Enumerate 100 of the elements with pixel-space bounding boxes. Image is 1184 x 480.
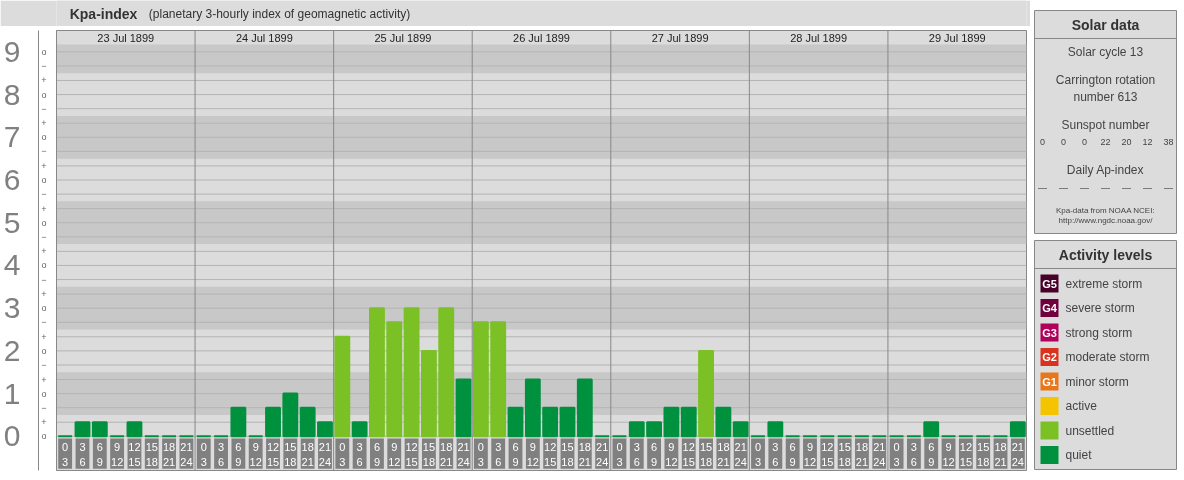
x-tick-label: 21 24 xyxy=(318,440,332,469)
text: Solar cycle 13 xyxy=(1067,44,1144,59)
legend-title: Activity levels xyxy=(1058,246,1153,263)
x-tick-label: 21 24 xyxy=(180,440,193,469)
x-tick-label: 21 24 xyxy=(734,440,747,469)
x-tick-label: 15 18 xyxy=(561,440,574,469)
text: o xyxy=(41,260,47,271)
x-tick-label: 3 6 xyxy=(79,440,86,469)
x-tick-label: 0 3 xyxy=(62,440,69,469)
legend-label: strong storm xyxy=(1065,325,1133,340)
x-tick-label: 15 18 xyxy=(422,440,436,469)
text: Carrington rotation number 613 xyxy=(1055,73,1156,104)
text: + xyxy=(41,75,47,86)
text: o xyxy=(41,431,47,442)
x-tick-label: 12 15 xyxy=(959,440,973,469)
x-tick-label: 21 24 xyxy=(1011,440,1024,469)
annotation: 23 Jul 1899 xyxy=(97,31,155,44)
legend-label: quiet xyxy=(1065,448,1093,462)
x-tick-label: 21 24 xyxy=(596,440,609,469)
x-tick-label: 15 18 xyxy=(284,440,297,469)
text: + xyxy=(41,289,47,300)
text: − xyxy=(41,317,47,328)
x-tick-label: 15 18 xyxy=(977,440,990,469)
y-tick-label: 6 xyxy=(3,163,21,197)
annotation: 28 Jul 1899 xyxy=(790,31,848,44)
text: + xyxy=(41,160,47,171)
x-tick-label: 9 12 xyxy=(388,440,401,469)
x-tick-label: 3 6 xyxy=(772,440,779,469)
annotation: 24 Jul 1899 xyxy=(235,31,293,44)
text: − xyxy=(41,402,47,413)
y-tick-label: 5 xyxy=(3,205,21,239)
text: Kpa-data from NOAA NCEI: http://www.ngdc.noaa.gov/ xyxy=(1055,205,1155,226)
x-tick-label: 18 21 xyxy=(578,440,591,469)
bar xyxy=(715,406,732,438)
text: Daily Ap-index xyxy=(1066,162,1144,177)
annotation: 27 Jul 1899 xyxy=(651,31,709,44)
text: G5 xyxy=(1042,277,1057,290)
x-tick-label: 18 21 xyxy=(717,440,730,469)
x-tick-label: 15 18 xyxy=(838,440,851,469)
x-tick-label: 3 6 xyxy=(217,440,225,469)
text: 0 0 0 22 20 12 38 xyxy=(1040,136,1174,147)
text: o xyxy=(41,175,47,186)
text: + xyxy=(41,203,47,214)
x-tick-label: 12 15 xyxy=(128,440,141,469)
x-tick-label: 6 9 xyxy=(512,440,519,469)
x-tick-label: 12 15 xyxy=(682,440,695,469)
y-tick-label: 4 xyxy=(3,248,21,282)
text: − xyxy=(41,103,47,114)
x-tick-label: 0 3 xyxy=(754,440,762,469)
x-tick-label: 0 3 xyxy=(893,440,900,469)
legend-label: severe storm xyxy=(1065,301,1135,315)
x-tick-label: 9 12 xyxy=(111,440,124,469)
x-tick-label: 6 9 xyxy=(789,440,796,469)
text: + xyxy=(41,331,47,342)
x-tick-label: 0 3 xyxy=(616,440,623,469)
bar xyxy=(126,421,143,438)
text: G4 xyxy=(1042,302,1058,314)
x-tick-label: 3 6 xyxy=(910,440,917,469)
text: − xyxy=(41,274,47,285)
x-tick-label: 9 12 xyxy=(803,440,817,469)
legend-label: extreme storm xyxy=(1065,276,1143,291)
x-tick-label: 18 21 xyxy=(440,440,453,469)
legend-label: active xyxy=(1065,399,1098,413)
x-tick-label: 6 9 xyxy=(235,440,242,469)
text: + xyxy=(41,374,47,385)
x-tick-label: 12 15 xyxy=(405,440,418,469)
text: o xyxy=(41,388,47,399)
y-tick-label: 0 xyxy=(3,419,21,453)
y-tick-label: 2 xyxy=(3,333,21,367)
text: o xyxy=(41,89,47,100)
x-tick-label: 6 9 xyxy=(373,440,381,469)
text: o xyxy=(41,217,47,228)
text: − xyxy=(41,359,47,370)
x-tick-label: 3 6 xyxy=(356,440,363,469)
x-tick-label: 15 18 xyxy=(699,440,713,469)
y-tick-label: 7 xyxy=(3,120,21,154)
x-tick-label: 9 12 xyxy=(526,440,539,469)
y-tick-label: 1 xyxy=(3,376,21,410)
annotation: 26 Jul 1899 xyxy=(513,31,570,44)
x-tick-label: 18 21 xyxy=(994,440,1007,469)
x-tick-label: 18 21 xyxy=(162,440,176,469)
x-tick-label: 0 3 xyxy=(339,440,346,469)
x-tick-label: 3 6 xyxy=(633,440,640,469)
text: − xyxy=(41,189,47,200)
bar xyxy=(455,378,472,438)
x-tick-label: 12 15 xyxy=(266,440,280,469)
x-tick-label: 21 24 xyxy=(873,440,886,469)
x-tick-label: 12 15 xyxy=(544,440,557,469)
bar xyxy=(576,378,593,438)
text: − xyxy=(41,146,47,157)
x-tick-label: 6 9 xyxy=(96,440,103,469)
text: G1 xyxy=(1042,375,1057,388)
text: G2 xyxy=(1042,351,1057,363)
x-tick-label: 9 12 xyxy=(942,440,955,469)
text: G3 xyxy=(1042,326,1057,339)
x-tick-label: 21 24 xyxy=(457,440,470,469)
chart-title: Kpa-index xyxy=(69,5,138,22)
bar xyxy=(698,349,714,438)
text: − xyxy=(41,60,47,71)
x-tick-label: 12 15 xyxy=(821,440,834,469)
